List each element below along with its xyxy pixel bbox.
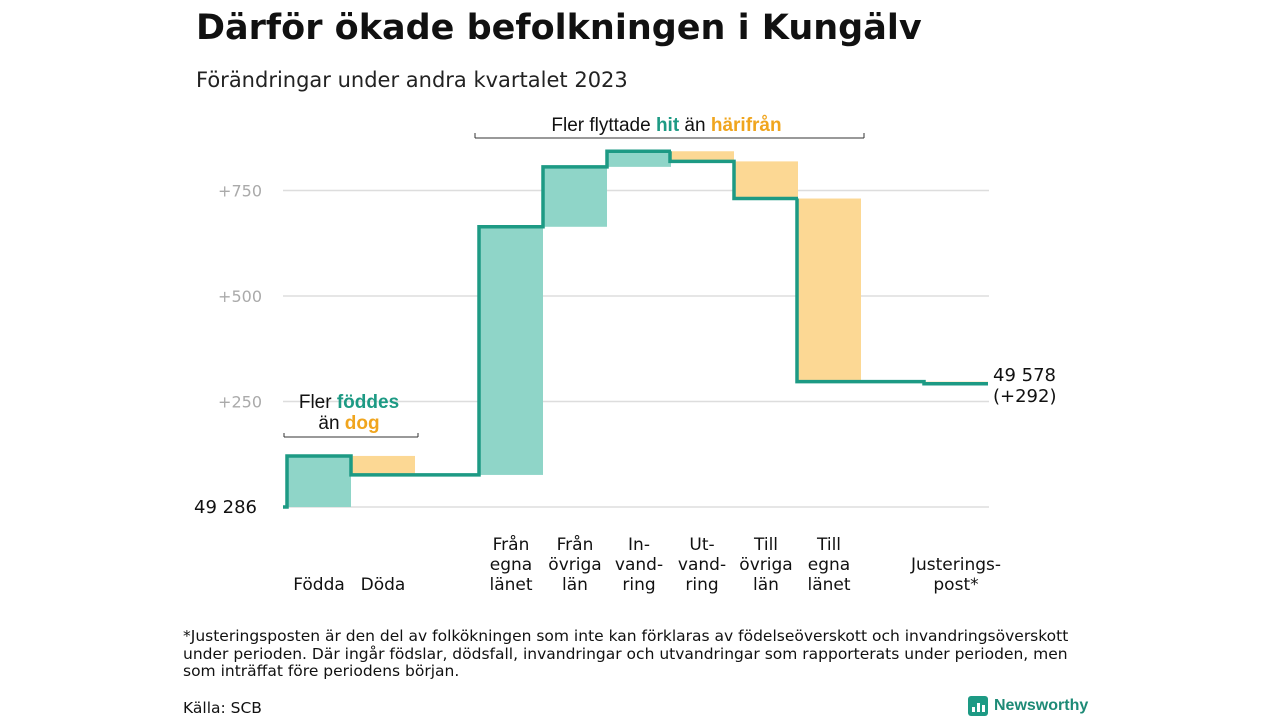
category-label: övriga (548, 555, 601, 575)
annotation-bracket (474, 133, 865, 139)
waterfall-bar (797, 198, 861, 382)
brand-name: Newsworthy (994, 697, 1089, 714)
annotation-births: Fler föddes (299, 392, 399, 413)
category-label: vand- (615, 555, 663, 575)
waterfall-bar (543, 166, 607, 227)
waterfall-bar (607, 151, 671, 167)
category-label: Döda (361, 575, 406, 595)
waterfall-bar (351, 455, 415, 475)
newsworthy-logo-icon (968, 696, 988, 716)
category-label: In- (628, 535, 650, 555)
category-label: länet (489, 575, 532, 595)
category-label: länet (807, 575, 850, 595)
waterfall-bar (479, 226, 543, 475)
waterfall-bar (287, 455, 351, 507)
chart-title: Därför ökade befolkningen i Kungälv (196, 8, 922, 48)
y-tick-label: +500 (218, 287, 262, 306)
category-label: län (562, 575, 588, 595)
y-tick-label: +750 (218, 182, 262, 201)
category-label: Födda (293, 575, 345, 595)
category-label: Justerings- (910, 555, 1001, 575)
annotation-births-line2: än dog (318, 413, 379, 434)
category-label: övriga (739, 555, 792, 575)
category-label: Från (557, 534, 594, 555)
category-label: ring (685, 575, 718, 595)
category-label: vand- (678, 555, 726, 575)
category-label: Till (753, 535, 778, 555)
chart-subtitle: Förändringar under andra kvartalet 2023 (196, 68, 628, 92)
waterfall-bar (670, 151, 734, 162)
brand-logo: Newsworthy (968, 696, 1088, 716)
category-label: egna (808, 555, 850, 575)
category-label: ring (622, 575, 655, 595)
category-label: län (753, 575, 779, 595)
start-value-label: 49 286 (194, 497, 257, 518)
end-change-label: (+292) (993, 386, 1056, 407)
source-note: Källa: SCB (183, 699, 262, 717)
level-step-line (283, 149, 988, 509)
category-label: egna (490, 555, 532, 575)
y-tick-label: +250 (218, 393, 262, 412)
annotation-bracket (283, 433, 419, 438)
category-label: Från (493, 534, 530, 555)
category-label: Ut- (689, 535, 714, 555)
end-value-label: 49 578 (993, 365, 1056, 386)
footnote: *Justeringsposten är den del av folkökni… (183, 627, 1069, 680)
category-label: post* (933, 575, 978, 595)
category-label: Till (816, 535, 841, 555)
annotation-migration: Fler flyttade hit än härifrån (551, 115, 781, 136)
waterfall-bar (734, 161, 798, 199)
